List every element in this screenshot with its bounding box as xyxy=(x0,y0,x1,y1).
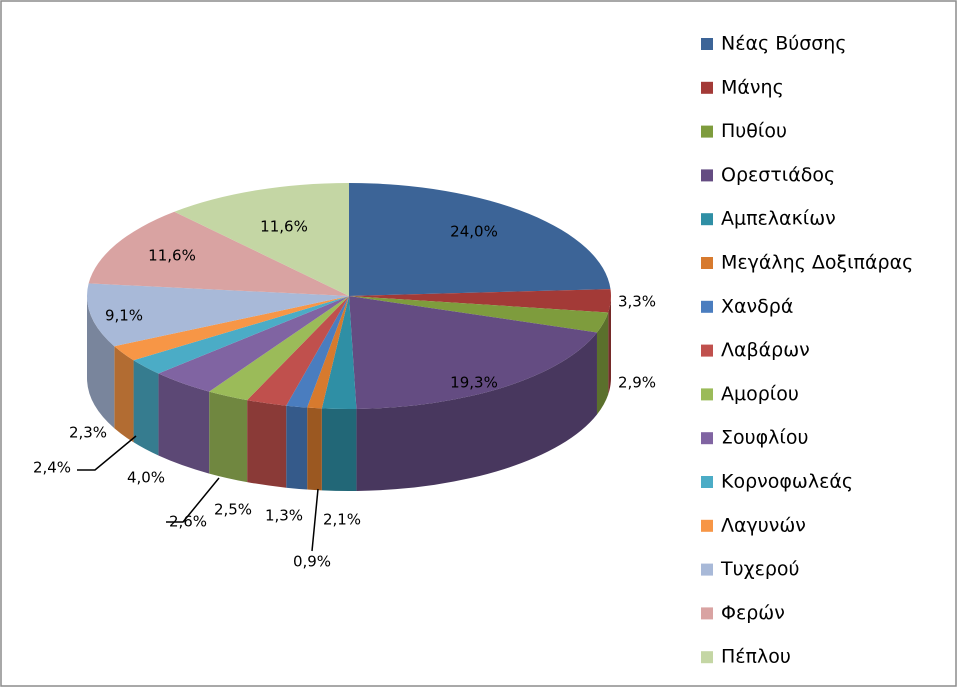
data-label: 4,0% xyxy=(127,469,165,487)
slice xyxy=(349,296,609,333)
legend-swatch xyxy=(701,38,713,50)
legend-swatch xyxy=(701,213,713,226)
leader-line xyxy=(166,477,220,523)
slice-side xyxy=(247,400,287,488)
data-label: 24,0% xyxy=(450,223,498,241)
slice xyxy=(114,296,349,361)
data-label: 19,3% xyxy=(450,374,498,392)
data-label: 0,9% xyxy=(293,553,331,571)
slice xyxy=(158,296,349,392)
slice xyxy=(349,289,611,313)
legend-label: Τυχερού xyxy=(720,558,800,580)
legend-label: Μεγάλης Δοξιπάρας xyxy=(721,252,913,274)
data-label: 2,4% xyxy=(33,459,71,477)
slice-side xyxy=(608,296,611,395)
slice xyxy=(286,296,349,408)
legend-label: Μάνης xyxy=(721,76,784,98)
slice-side xyxy=(87,296,115,429)
legend-swatch xyxy=(701,563,713,576)
slice-side xyxy=(356,332,597,491)
slice xyxy=(88,211,349,296)
slice-side xyxy=(596,312,609,415)
data-label: 11,6% xyxy=(260,218,308,236)
legend-label: Πέπλου xyxy=(721,646,791,668)
slice-side xyxy=(286,405,308,490)
slice xyxy=(133,296,349,374)
slice xyxy=(307,296,349,409)
slice xyxy=(86,283,349,347)
legend-label: Νέας Βύσσης xyxy=(721,33,847,55)
legend-label: Αμορίου xyxy=(721,383,799,405)
legend-swatch xyxy=(701,344,713,357)
data-label: 2,9% xyxy=(618,374,656,392)
slice-side xyxy=(209,391,248,483)
data-label: 11,6% xyxy=(148,247,196,265)
legend-swatch xyxy=(701,300,713,313)
legend-label: Αμπελακίων xyxy=(721,208,836,230)
pie-walls xyxy=(87,296,611,492)
slice-side xyxy=(307,407,322,491)
slice xyxy=(209,296,349,401)
legend-swatch xyxy=(701,388,713,401)
data-label: 2,6% xyxy=(169,513,207,531)
slice-side xyxy=(114,346,134,443)
slice-side xyxy=(158,373,210,474)
leader-line xyxy=(77,435,137,471)
pie-tops xyxy=(86,183,611,409)
leader-line xyxy=(311,488,319,552)
legend-swatch xyxy=(701,169,713,182)
data-label: 2,1% xyxy=(323,511,361,529)
legend-label: Ορεστιάδος xyxy=(721,164,835,186)
legend-swatch xyxy=(701,125,713,138)
data-label: 2,3% xyxy=(69,424,107,442)
legend-label: Κορνοφωλεάς xyxy=(721,471,853,493)
leader-lines xyxy=(77,435,319,552)
data-label: 2,5% xyxy=(214,501,252,519)
slice xyxy=(349,183,611,296)
legend-swatch xyxy=(701,432,713,445)
legend-swatch xyxy=(701,651,713,664)
slice xyxy=(174,183,349,296)
legend-label: Λαβάρων xyxy=(721,339,810,361)
legend-label: Χανδρά xyxy=(721,295,793,317)
slice xyxy=(247,296,349,406)
data-label: 1,3% xyxy=(265,507,303,525)
legend-label: Λαγυνών xyxy=(721,514,806,536)
legend-label: Φερών xyxy=(721,602,785,624)
data-labels: 24,0% 3,3% 2,9% 19,3% 2,1% 0,9% 1,3% 2,5% 2,6% 4,… xyxy=(33,218,656,571)
legend-swatch xyxy=(701,476,713,488)
legend-swatch xyxy=(701,607,713,620)
slice xyxy=(321,296,357,409)
slice-side xyxy=(321,408,357,492)
legend: Νέας Βύσσης Μάνης Πυθίου Ορεστιάδος Αμπελακί… xyxy=(701,33,913,668)
slice-side xyxy=(133,360,159,456)
legend-swatch xyxy=(701,81,713,94)
data-label: 3,3% xyxy=(618,293,656,311)
legend-label: Σουφλίου xyxy=(721,427,808,449)
legend-swatch xyxy=(701,519,713,532)
data-label: 9,1% xyxy=(105,307,143,325)
legend-label: Πυθίου xyxy=(721,120,787,142)
legend-swatch xyxy=(701,257,713,269)
slice xyxy=(349,296,597,409)
